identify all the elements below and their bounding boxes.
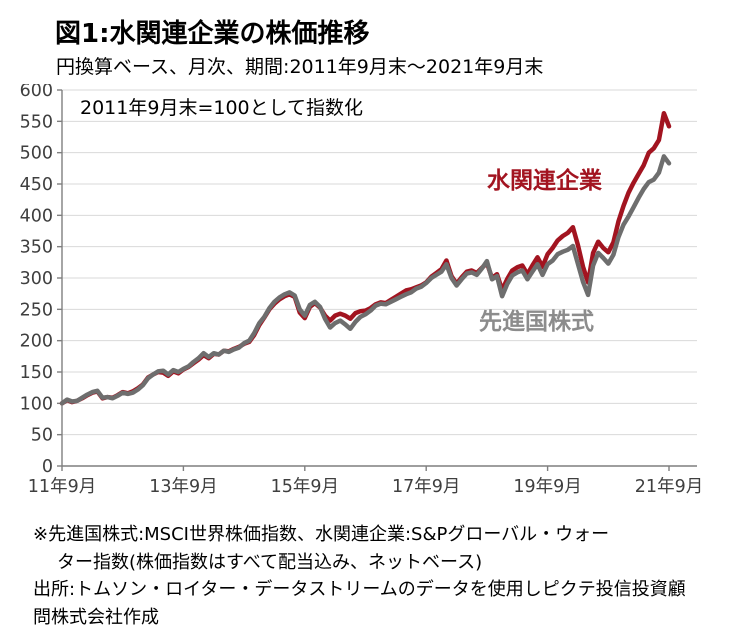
series-label-developed-equities: 先進国株式 [479,309,594,335]
series-label-water-companies: 水関連企業 [487,168,602,194]
footnote-source-cont: 問株式会社作成 [33,606,159,628]
y-tick-label: 200 [20,332,53,352]
x-tick-label: 13年9月 [149,477,217,497]
x-tick-label: 19年9月 [513,477,581,497]
chart-title: 図1:水関連企業の株価推移 [55,19,370,49]
x-tick-label: 11年9月 [28,477,96,497]
y-tick-label: 400 [20,206,53,226]
y-tick-label: 450 [20,175,53,195]
y-tick-label: 500 [20,144,53,164]
index-base-annotation: 2011年9月末=100として指数化 [80,97,364,119]
x-tick-label: 15年9月 [271,477,339,497]
series-line-developed-equities [59,154,672,406]
footnote-index-definitions: ※先進国株式:MSCI世界株価指数、水関連企業:S&Pグローバル・ウォー [33,524,610,545]
footnotes: ※先進国株式:MSCI世界株価指数、水関連企業:S&Pグローバル・ウォー ター指… [0,521,753,631]
y-tick-label: 250 [20,300,53,320]
y-tick-label: 150 [20,363,53,383]
y-tick-label: 550 [20,112,53,132]
y-tick-label: 600 [20,84,53,101]
footnote-index-definitions-cont: ター指数(株価指数はすべて配当込み、ネットベース) [57,551,483,573]
footnote-source: 出所:トムソン・ロイター・データストリームのデータを使用しピクテ投信投資顧 [33,579,686,600]
y-tick-label: 350 [20,238,53,258]
y-tick-label: 100 [20,394,53,414]
y-tick-label: 50 [31,426,53,446]
stock-index-line-chart: 0 50 100 150 200 250 300 350 400 450 500 550 600 11年9… [20,84,704,497]
y-tick-label: 300 [20,269,53,289]
x-tick-label: 17年9月 [392,477,460,497]
chart-subtitle: 円換算ベース、月次、期間:2011年9月末～2021年9月末 [56,56,544,78]
x-tick-label: 21年9月 [635,477,703,497]
y-tick-label: 0 [42,457,53,477]
